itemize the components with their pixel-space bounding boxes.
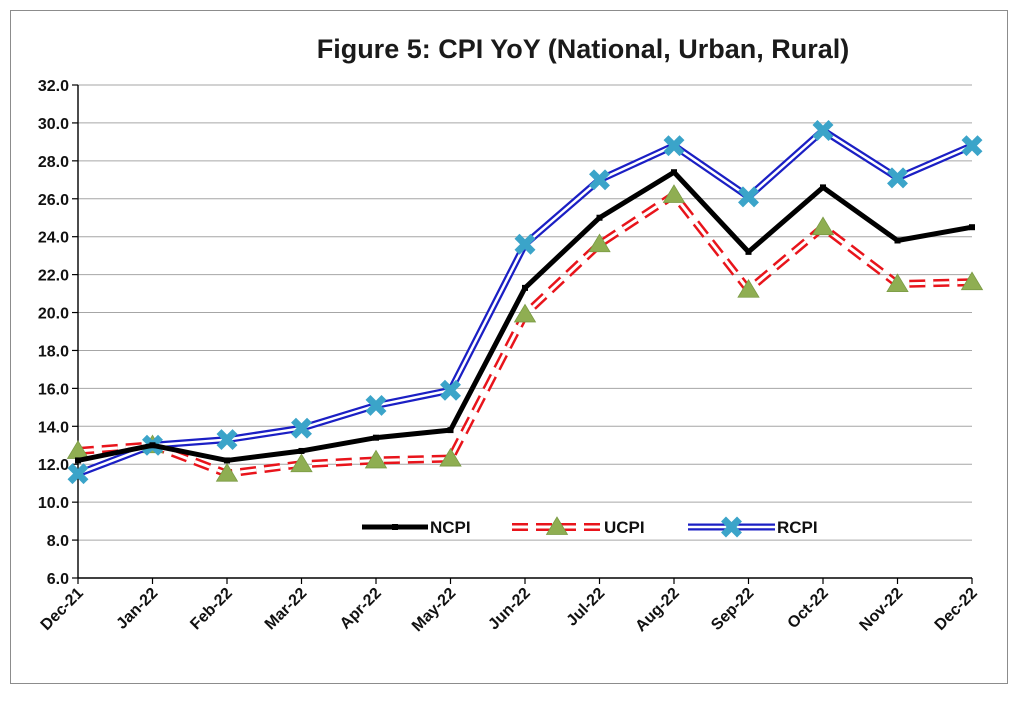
ucpi-point (290, 453, 313, 473)
x-tick-label: Nov-22 (857, 585, 907, 635)
legend-item-ucpi: UCPI (512, 516, 645, 537)
legend-label-ucpi: UCPI (604, 518, 645, 537)
x-tick-label: Feb-22 (187, 585, 236, 634)
legend: NCPI UCPI RCPI (362, 516, 818, 538)
ncpi-point (596, 214, 603, 221)
x-tick-label: May-22 (409, 585, 459, 635)
rcpi-point (961, 135, 983, 157)
ncpi-point (671, 169, 677, 176)
y-tick-label: 18.0 (38, 343, 69, 360)
y-tick-label: 22.0 (38, 268, 69, 285)
y-tick-label: 32.0 (38, 78, 69, 95)
x-tick-label: Oct-22 (785, 585, 832, 632)
y-tick-label: 20.0 (38, 306, 69, 323)
rcpi-point (440, 379, 461, 401)
x-tick-label: Dec-22 (932, 585, 981, 634)
ncpi-point (75, 457, 81, 464)
y-tick-label: 8.0 (47, 533, 69, 550)
chart-title: Figure 5: CPI YoY (National, Urban, Rura… (317, 34, 850, 64)
x-tick-label: Jun-22 (485, 585, 534, 634)
rcpi-point (738, 186, 759, 208)
ncpi-point (224, 457, 230, 464)
ncpi-point (894, 237, 901, 244)
ncpi-point (969, 224, 975, 231)
ucpi-point (886, 273, 909, 292)
ucpi-point (364, 449, 388, 469)
ncpi-point (298, 447, 305, 454)
series-ucpi (66, 184, 984, 482)
rcpi-point (663, 135, 685, 157)
series-ncpi (75, 169, 975, 464)
y-tick-label: 16.0 (38, 381, 69, 398)
rcpi-point (291, 417, 312, 439)
legend-item-ncpi: NCPI (362, 518, 471, 537)
x-axis-tick-labels: Dec-21 Jan-22 Feb-22 Mar-22 Apr-22 May-22 Jun-… (38, 585, 981, 635)
rcpi-line (76, 127, 974, 477)
x-tick-label: Sep-22 (708, 585, 757, 634)
x-tick-label: Aug-22 (632, 585, 682, 635)
legend-item-rcpi: RCPI (688, 516, 818, 538)
x-tick-label: Jan-22 (113, 585, 161, 633)
ucpi-point (811, 216, 835, 236)
rcpi-line-inner (77, 129, 973, 475)
y-tick-label: 28.0 (38, 154, 69, 171)
x-tick-label: Apr-22 (337, 585, 385, 633)
ncpi-point (149, 442, 156, 449)
rcpi-point (67, 463, 89, 485)
ncpi-point (745, 248, 752, 255)
series-rcpi (67, 120, 983, 485)
ucpi-point (588, 233, 611, 253)
ucpi-point (662, 184, 686, 203)
y-axis-tick-labels: 6.0 8.0 10.0 12.0 14.0 16.0 18.0 20.0 22.0 24.0 26… (38, 78, 69, 588)
x-tick-label: Jul-22 (564, 585, 609, 630)
y-tick-label: 6.0 (47, 571, 69, 588)
y-tick-label: 24.0 (38, 230, 69, 247)
legend-marker-rcpi (721, 516, 742, 538)
legend-label-rcpi: RCPI (777, 518, 818, 537)
ucpi-point (439, 447, 462, 467)
grid-lines (78, 84, 972, 579)
ncpi-point (373, 434, 379, 441)
rcpi-point (216, 429, 238, 451)
y-tick-label: 30.0 (38, 116, 69, 133)
ucpi-point (513, 303, 537, 323)
rcpi-point (887, 167, 908, 189)
rcpi-point (589, 169, 610, 191)
ucpi-point (960, 271, 984, 291)
ucpi-point (737, 279, 760, 298)
legend-marker-ncpi (392, 524, 398, 530)
ncpi-point (820, 184, 826, 191)
y-tick-label: 10.0 (38, 495, 69, 512)
series-lines (66, 120, 984, 485)
legend-label-ncpi: NCPI (430, 518, 471, 537)
ucpi-point (215, 462, 239, 482)
x-tick-label: Dec-21 (38, 585, 87, 634)
rcpi-point (514, 233, 536, 255)
y-tick-label: 14.0 (38, 419, 69, 436)
legend-marker-ucpi (545, 516, 569, 535)
axes (72, 84, 973, 584)
y-tick-label: 12.0 (38, 457, 69, 474)
rcpi-point (812, 120, 834, 141)
x-tick-label: Mar-22 (262, 585, 311, 634)
ncpi-point (447, 427, 454, 434)
ncpi-point (522, 284, 528, 291)
y-tick-label: 26.0 (38, 192, 69, 209)
rcpi-point (365, 394, 387, 416)
